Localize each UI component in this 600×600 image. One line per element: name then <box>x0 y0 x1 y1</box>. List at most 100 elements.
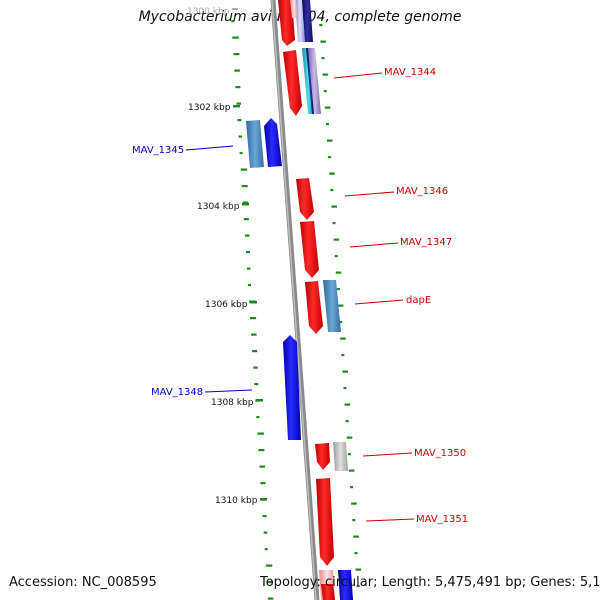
gene-block-mauve <box>308 48 321 114</box>
gc-skew-dash <box>265 564 273 567</box>
gc-skew-dash <box>235 86 241 89</box>
gc-skew-dash <box>263 531 268 534</box>
gc-skew-dash <box>262 515 267 518</box>
leader-mav-1345 <box>185 145 234 151</box>
gc-skew-dash <box>240 168 248 171</box>
scale-ticks: 1300 kbp 1302 kbp 1304 kbp 1306 kbp 1308… <box>187 7 267 506</box>
gc-skew-dash <box>333 238 340 241</box>
leader-mav-1347 <box>349 242 399 248</box>
gc-skew-dash <box>264 548 268 551</box>
gc-skew-dash <box>237 119 242 122</box>
gene-block-top-navy <box>302 0 313 42</box>
gc-skew-dash <box>234 69 240 72</box>
gc-skew-dash <box>321 57 325 60</box>
gc-skew-dash <box>323 90 327 93</box>
gc-skew-dash <box>322 73 329 76</box>
gc-skew-dash <box>258 449 265 452</box>
gc-skew-dash <box>356 585 360 588</box>
gc-skew-dash <box>339 321 343 324</box>
gc-skew-dash <box>325 123 329 126</box>
leader-mav-1344 <box>333 72 383 79</box>
leader-dape <box>354 299 404 305</box>
gc-skew-dash <box>242 201 249 204</box>
label-dape[interactable]: dapE <box>406 295 431 306</box>
gc-skew-dash <box>267 597 274 600</box>
gene-block-top-lavender <box>295 0 305 42</box>
gc-skew-dash <box>331 205 337 208</box>
genome-backbone <box>270 0 320 600</box>
gc-skew-dash <box>330 189 334 192</box>
gene-block-bottom-blue <box>338 570 353 600</box>
label-mav-1348[interactable]: MAV_1348 <box>151 387 203 398</box>
leader-mav-1348 <box>204 389 253 393</box>
gc-skew-dash <box>254 383 259 386</box>
gc-skew-dash <box>349 469 355 472</box>
gc-skew-dash <box>253 366 258 369</box>
gc-skew-dash <box>329 172 335 175</box>
gc-skew-dash <box>266 581 273 584</box>
tick-mark-1306 <box>250 301 257 304</box>
gc-skew-dash <box>342 370 348 373</box>
gc-skew-dash <box>338 304 344 307</box>
gc-skew-dash <box>251 333 257 336</box>
feature-mav-1344-group <box>283 48 321 116</box>
gc-skew-dash <box>246 267 251 270</box>
tick-label-1308: 1308 kbp <box>211 398 254 408</box>
label-mav-1346[interactable]: MAV_1346 <box>396 186 448 197</box>
gc-skew-dash <box>335 271 342 274</box>
gc-skew-dash <box>236 102 241 105</box>
gc-skew-dash <box>336 288 340 291</box>
gc-skew-dash <box>232 36 239 39</box>
tick-label-1310: 1310 kbp <box>215 496 258 506</box>
gc-skew-dash <box>332 222 336 225</box>
gc-skew-dash <box>259 465 265 468</box>
gc-skew-dash <box>347 453 351 456</box>
gc-skew-dash <box>343 387 347 390</box>
gc-skew-dash <box>243 218 249 221</box>
gene-arrow-reverse-1345b <box>264 118 282 167</box>
gc-skew-dash <box>257 432 264 435</box>
gene-arrow-mav-1344 <box>283 50 302 116</box>
label-mav-1347[interactable]: MAV_1347 <box>400 237 452 248</box>
gc-skew-dash <box>354 552 358 555</box>
tick-mark-1304 <box>242 203 249 206</box>
gc-skew-dash <box>238 135 243 138</box>
leader-mav-1350 <box>362 452 413 457</box>
gene-block-mav-1345 <box>246 120 264 168</box>
gc-skew-dash <box>239 152 243 155</box>
label-mav-1350[interactable]: MAV_1350 <box>414 448 466 459</box>
gc-skew-dash <box>252 350 258 353</box>
gc-skew-dash <box>244 234 250 237</box>
accession-text: Accession: NC_008595 <box>9 575 157 590</box>
gene-arrow-mav-1348 <box>283 335 301 440</box>
feature-mav-1350-group <box>315 442 348 471</box>
gene-block-bottom-red <box>321 584 335 600</box>
gene-block-navy-thin <box>306 48 314 114</box>
label-mav-1344[interactable]: MAV_1344 <box>384 67 436 78</box>
gc-skew-dash <box>320 40 326 43</box>
gene-arrow-mav-1351 <box>316 478 334 566</box>
gc-skew-dash <box>334 255 338 258</box>
gc-skew-dash <box>233 53 240 56</box>
gc-skew-dash <box>248 284 251 287</box>
gene-labels: MAV_1344 MAV_1345 MAV_1346 MAV_1347 dapE… <box>132 67 468 525</box>
gene-block-gray <box>333 442 348 471</box>
tick-label-1306: 1306 kbp <box>205 300 248 310</box>
gene-arrow-top-red <box>278 0 295 46</box>
label-mav-1345[interactable]: MAV_1345 <box>132 145 184 156</box>
gc-skew-dash <box>353 535 359 538</box>
gc-skew-dash <box>260 482 266 485</box>
label-mav-1351[interactable]: MAV_1351 <box>416 514 468 525</box>
leader-mav-1346 <box>344 191 395 197</box>
gc-skew-dash <box>341 354 345 357</box>
tick-label-1304: 1304 kbp <box>197 202 240 212</box>
gc-skew-dash <box>319 24 323 27</box>
features-bottom-cluster <box>319 570 353 600</box>
leader-mav-1351 <box>365 518 415 522</box>
gene-arrow-mav-1350 <box>315 443 330 470</box>
tick-mark-1310 <box>260 498 267 501</box>
gc-skew-dash <box>327 139 333 142</box>
tick-mark-1300 <box>232 8 238 10</box>
gene-block-steel-dape <box>323 280 341 332</box>
